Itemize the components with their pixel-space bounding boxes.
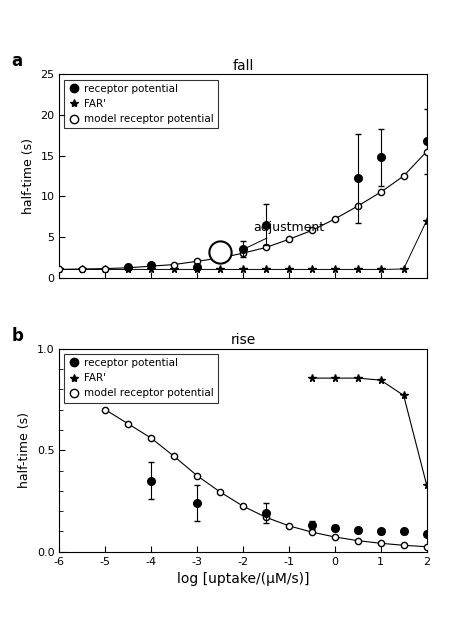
Y-axis label: half-time (s): half-time (s) (18, 412, 31, 488)
X-axis label: log [uptake/(μM/s)]: log [uptake/(μM/s)] (177, 572, 309, 587)
Text: adjustment: adjustment (246, 221, 324, 249)
Title: fall: fall (232, 60, 254, 73)
Title: rise: rise (230, 334, 255, 347)
Legend: receptor potential, FAR', model receptor potential: receptor potential, FAR', model receptor… (64, 354, 218, 402)
Y-axis label: half-time (s): half-time (s) (22, 138, 35, 214)
Legend: receptor potential, FAR', model receptor potential: receptor potential, FAR', model receptor… (64, 79, 218, 128)
Text: b: b (11, 327, 23, 345)
Text: a: a (11, 52, 23, 70)
